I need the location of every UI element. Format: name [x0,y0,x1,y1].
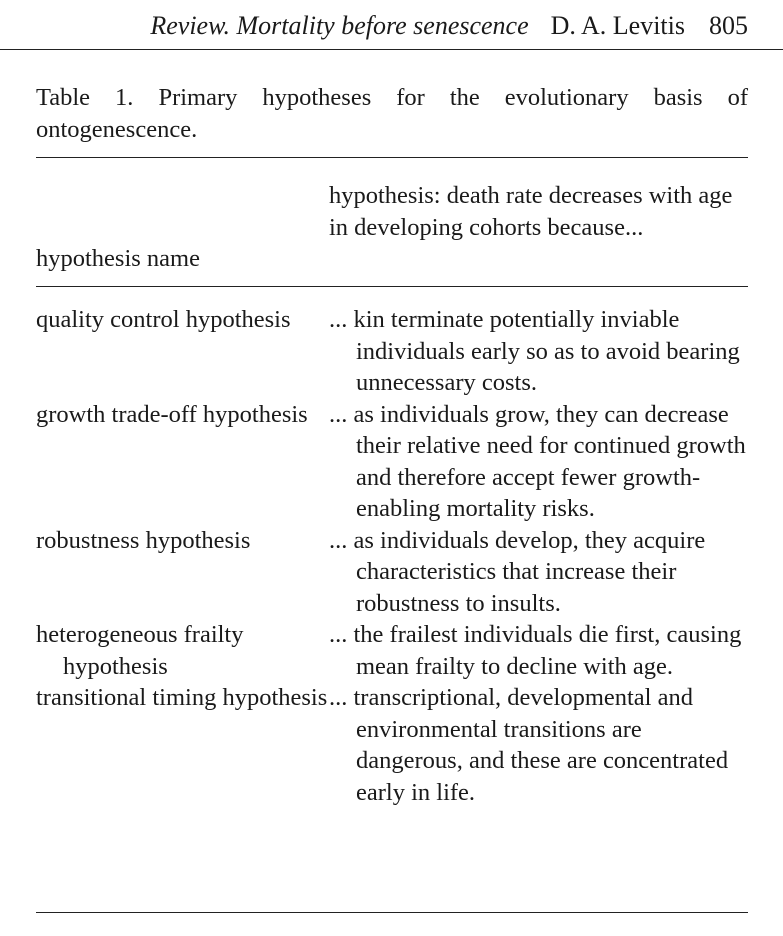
hypothesis-name-cell: transitional timing hypothesis [36,684,328,711]
hypothesis-name-cell: growth trade-off hypothesis [36,400,308,428]
table-row: quality control hypothesis ... kin termi… [36,304,748,399]
table-header-rule [36,286,748,287]
hypothesis-definition-cell: ... kin terminate potentially inviable i… [329,306,740,396]
column-header-name: hypothesis name [36,245,200,272]
table-body: quality control hypothesis ... kin termi… [36,304,748,808]
table-bottom-rule [36,912,748,913]
running-head: Review. Mortality before senescence D. A.… [0,8,748,44]
hypothesis-definition-cell: ... transcriptional, developmental and e… [329,684,729,806]
hypothesis-name-cell: heterogeneous frailty hypothesis [36,621,244,680]
hypothesis-name-cell: robustness hypothesis [36,526,251,554]
hypothesis-definition-cell: ... as individuals develop, they acquire… [329,526,706,617]
hypothesis-definition-cell: ... the frailest individuals die first, … [329,621,742,680]
hypothesis-definition-cell: ... as individuals grow, they can decrea… [329,400,746,523]
running-head-title: Review. Mortality before senescence [150,11,529,40]
page-number: 805 [709,11,748,40]
table-row: robustness hypothesis ... as individuals… [36,525,748,620]
table-row: transitional timing hypothesis ... trans… [36,682,748,808]
table-top-rule [36,157,748,158]
column-header-definition: hypothesis: death rate decreases with ag… [329,182,733,241]
table-caption: Table 1. Primary hypotheses for the evol… [36,84,748,143]
table-row: growth trade-off hypothesis ... as indiv… [36,399,748,525]
table-row: heterogeneous frailty hypothesis ... the… [36,619,748,682]
header-rule [0,49,783,50]
hypothesis-name-cell: quality control hypothesis [36,306,291,333]
running-head-author: D. A. Levitis [550,11,685,40]
